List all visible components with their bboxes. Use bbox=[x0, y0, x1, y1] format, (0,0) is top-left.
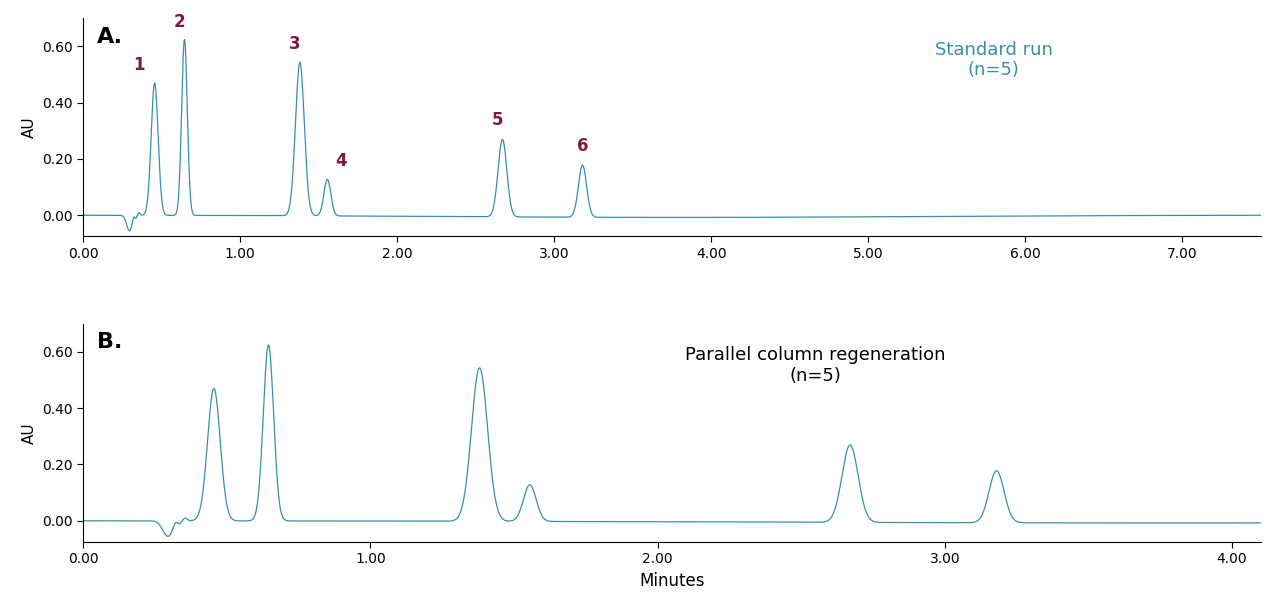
Text: 5: 5 bbox=[492, 111, 503, 129]
Text: 6: 6 bbox=[577, 137, 589, 155]
Y-axis label: AU: AU bbox=[22, 116, 36, 138]
Text: 1: 1 bbox=[133, 57, 145, 75]
Text: Parallel column regeneration
(n=5): Parallel column regeneration (n=5) bbox=[685, 346, 946, 385]
Text: B.: B. bbox=[97, 332, 123, 352]
Text: 2: 2 bbox=[174, 13, 186, 31]
Text: 4: 4 bbox=[335, 152, 347, 170]
X-axis label: Minutes: Minutes bbox=[639, 572, 705, 590]
Text: 3: 3 bbox=[289, 36, 301, 53]
Text: A.: A. bbox=[97, 27, 123, 47]
Y-axis label: AU: AU bbox=[22, 422, 36, 444]
Text: Standard run
(n=5): Standard run (n=5) bbox=[934, 40, 1053, 79]
